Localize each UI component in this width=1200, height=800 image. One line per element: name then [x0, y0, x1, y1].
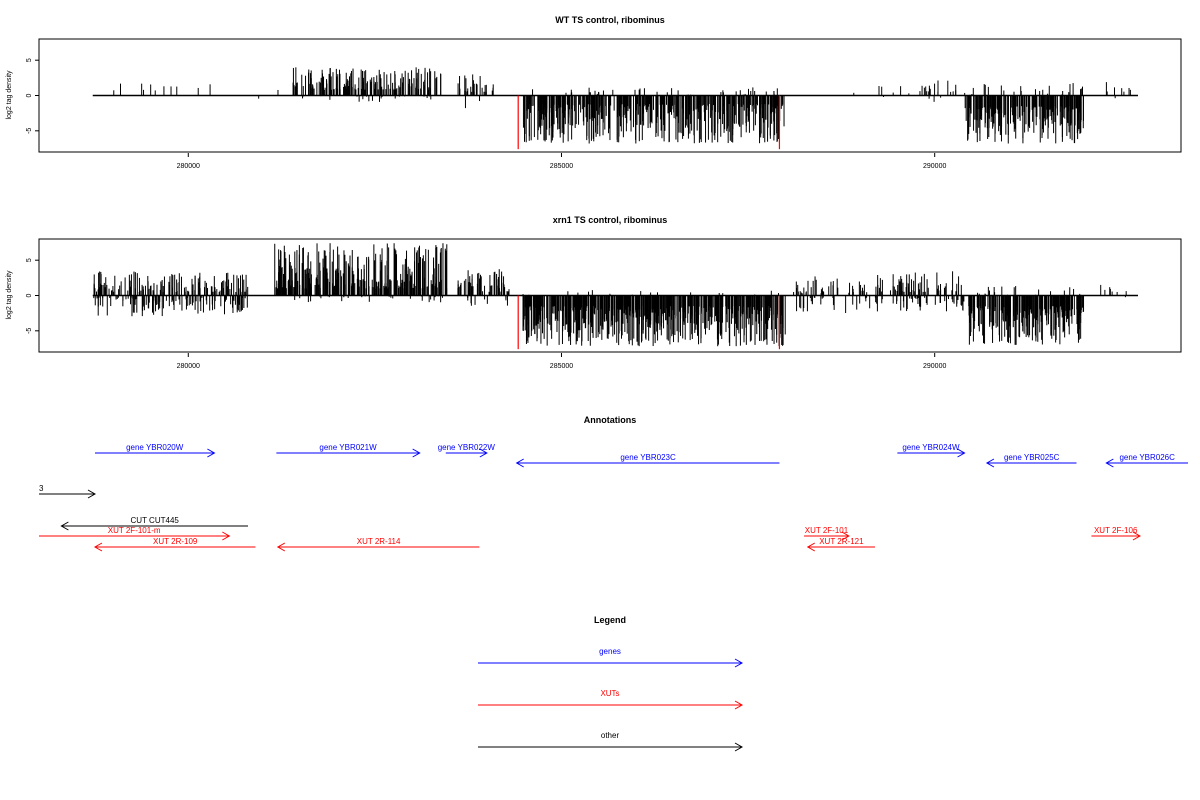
annotation-xut: XUT 2F-101	[804, 526, 850, 541]
annotation-arrow-head	[207, 448, 216, 458]
annotation-label: gene YBR020W	[126, 443, 184, 452]
annotation-arrow-head	[479, 448, 488, 458]
annotation-label: XUT 2R-121	[819, 537, 864, 546]
annotation-gene: gene YBR025C	[985, 453, 1077, 468]
annotation-label: XUT 2F-106	[1094, 526, 1138, 535]
legend-label: genes	[599, 647, 621, 656]
xrn1-density-bars	[92, 243, 1138, 350]
annotation-gene: gene YBR024W	[897, 443, 966, 458]
annotation-label: CUT CUT445	[131, 516, 180, 525]
annotation-arrow-head	[1105, 458, 1114, 468]
annotation-arrow-head	[412, 448, 421, 458]
annotation-gene: gene YBR021W	[276, 443, 421, 458]
legend-arrow-head	[734, 742, 744, 752]
y-tick-label: 5	[26, 258, 33, 262]
legend-entry: genes	[478, 647, 744, 668]
wt-density-bars	[92, 67, 1138, 150]
legend-entry: other	[478, 731, 744, 752]
annotation-arrow-head	[60, 521, 69, 531]
legend-entries: genes XUTs other	[478, 647, 744, 752]
xrn1-density-panel: xrn1 TS control, ribominus log2 tag dens…	[6, 215, 1182, 370]
legend-arrow-head	[734, 658, 744, 668]
legend-title: Legend	[594, 615, 626, 625]
xrn1-y-axis-label: log2 tag density	[6, 270, 13, 320]
wt-y-axis-label: log2 tag density	[6, 70, 13, 120]
annotation-arrow-head	[841, 531, 850, 541]
annotation-xut: XUT 2R-109	[93, 537, 256, 552]
annotation-label: gene YBR022W	[438, 443, 496, 452]
legend: Legend genes XUTs other	[478, 615, 744, 752]
annotation-arrow-head	[93, 542, 103, 552]
annotation-other: CUT CUT445	[60, 516, 248, 531]
wt-panel-title: WT TS control, ribominus	[555, 15, 665, 25]
annotation-features: gene YBR020W gene YBR021W gene YBR022W gene…	[39, 443, 1188, 552]
wt-density-panel: WT TS control, ribominus log2 tag densit…	[6, 15, 1182, 170]
x-tick-label: 280000	[177, 363, 200, 370]
annotation-label: XUT 2F-101	[805, 526, 849, 535]
xrn1-panel-title: xrn1 TS control, ribominus	[553, 215, 668, 225]
annotation-arrow-head	[985, 458, 995, 468]
annotations-track: Annotations gene YBR020W gene YBR021W gene…	[39, 415, 1188, 552]
x-tick-label: 290000	[923, 163, 946, 170]
annotation-xut: XUT 2F-106	[1091, 526, 1141, 541]
annotation-gene: gene YBR022W	[438, 443, 496, 458]
y-tick-label: 0	[26, 293, 33, 297]
annotation-xut: XUT 2F-101-m	[39, 526, 231, 541]
annotation-arrow-head	[276, 542, 286, 552]
x-tick-label: 285000	[550, 363, 573, 370]
annotation-arrow-head	[957, 448, 966, 458]
legend-entry: XUTs	[478, 689, 744, 710]
annotations-title: Annotations	[584, 415, 637, 425]
annotation-label: XUT 2F-101-m	[108, 526, 161, 535]
annotation-label: gene YBR025C	[1004, 453, 1060, 462]
legend-label: other	[601, 731, 620, 740]
annotation-xut: XUT 2R-121	[806, 537, 875, 552]
annotation-gene: gene YBR023C	[515, 453, 780, 468]
legend-arrow-head	[734, 700, 744, 710]
annotation-arrow-head	[1132, 531, 1141, 541]
annotation-label: gene YBR026C	[1119, 453, 1175, 462]
y-tick-label: 5	[26, 58, 33, 62]
xrn1-axes: 280000 285000 290000 5 0 -5	[26, 258, 946, 370]
annotation-label: XUT 2R-114	[357, 537, 401, 546]
annotation-arrow-head	[222, 531, 231, 541]
annotation-arrow-head	[515, 458, 524, 468]
annotation-label: XUT 2R-109	[153, 537, 198, 546]
wt-axes: 280000 285000 290000 5 0 -5	[26, 58, 946, 170]
y-tick-label: 0	[26, 93, 33, 97]
annotation-label: gene YBR024W	[902, 443, 960, 452]
annotation-other: 3	[39, 484, 96, 499]
x-tick-label: 285000	[550, 163, 573, 170]
annotation-label: gene YBR021W	[319, 443, 377, 452]
annotation-label: 3	[39, 484, 44, 493]
legend-label: XUTs	[600, 689, 619, 698]
annotation-label: gene YBR023C	[620, 453, 676, 462]
y-tick-label: -5	[26, 128, 33, 134]
annotation-gene: gene YBR020W	[94, 443, 216, 458]
x-tick-label: 290000	[923, 363, 946, 370]
annotation-arrow-head	[806, 542, 816, 552]
annotation-arrow-head	[87, 489, 96, 499]
annotation-gene: gene YBR026C	[1105, 453, 1188, 468]
annotation-xut: XUT 2R-114	[276, 537, 480, 552]
y-tick-label: -5	[26, 328, 33, 334]
x-tick-label: 280000	[177, 163, 200, 170]
